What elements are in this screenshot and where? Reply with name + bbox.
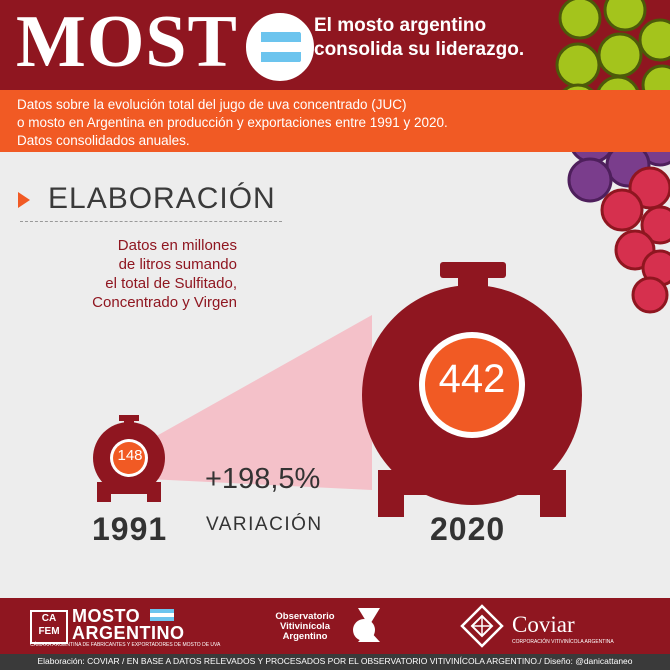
flag-icon: [150, 609, 174, 621]
mosto-argentino-subtitle: CÁMARA ARGENTINA DE FABRICANTES Y EXPORT…: [30, 642, 221, 648]
units-note-line-3: el total de Sulfitado,: [105, 275, 237, 292]
logo-flag-o-icon: [246, 13, 314, 81]
section-arrow-icon: [18, 192, 30, 208]
headline-line-2: consolida su liderazgo.: [314, 39, 525, 60]
coviar-subtitle: CORPORACIÓN VITIVINÍCOLA ARGENTINA: [512, 639, 614, 645]
footer-bar: [0, 598, 670, 654]
observatorio-line-2: Vitivinícola: [280, 621, 330, 632]
mosto-argentino-logo-line-2: ARGENTINO: [72, 623, 185, 643]
year-2020: 2020: [430, 511, 506, 547]
variation-value: +198,5%: [205, 463, 321, 495]
intro-line-3: Datos consolidados anuales.: [17, 133, 190, 148]
intro-line-1: Datos sobre la evolución total del jugo …: [17, 97, 407, 112]
units-note: Datos en millones de litros sumando el t…: [40, 236, 237, 312]
observatorio-logo-icon: [353, 608, 380, 642]
section-title: ELABORACIÓN: [48, 182, 276, 215]
credits-bar: [0, 654, 670, 670]
section-divider: [20, 221, 282, 222]
mosto-argentino-logo-line-1: MOSTO: [72, 606, 141, 626]
coviar-logo-text: Coviar: [512, 612, 575, 637]
observatorio-line-3: Argentino: [282, 631, 328, 642]
cafem-logo-line-1: CA: [41, 613, 57, 624]
intro-text: Datos sobre la evolución total del jugo …: [17, 96, 537, 150]
variation-label: VARIACIÓN: [206, 514, 323, 535]
logo-text: MOST: [16, 1, 238, 83]
coviar-logo-icon: [460, 604, 504, 648]
units-note-line-1: Datos en millones: [117, 237, 237, 254]
intro-line-2: o mosto en Argentina en producción y exp…: [17, 115, 448, 130]
units-note-line-2: de litros sumando: [118, 256, 237, 273]
tank-2020-icon: [362, 262, 582, 517]
intro-band: [0, 90, 670, 152]
cafem-logo-line-2: FEM: [38, 626, 60, 637]
units-note-line-4: Concentrado y Virgen: [92, 294, 237, 311]
observatorio-logo-text: Observatorio Vitivinícola Argentino: [255, 612, 355, 642]
cafem-logo: CA FEM: [30, 610, 68, 644]
observatorio-line-1: Observatorio: [275, 611, 335, 622]
tank-1991-icon: [93, 415, 165, 502]
headline: El mosto argentino consolida su liderazg…: [314, 14, 564, 62]
credits-text: Elaboración: COVIAR / EN BASE A DATOS RE…: [37, 656, 633, 666]
value-2020: 442: [438, 357, 506, 401]
growth-beam: [128, 315, 372, 490]
headline-line-1: El mosto argentino: [314, 15, 487, 36]
value-1991: 148: [117, 447, 143, 464]
year-1991: 1991: [92, 511, 168, 547]
